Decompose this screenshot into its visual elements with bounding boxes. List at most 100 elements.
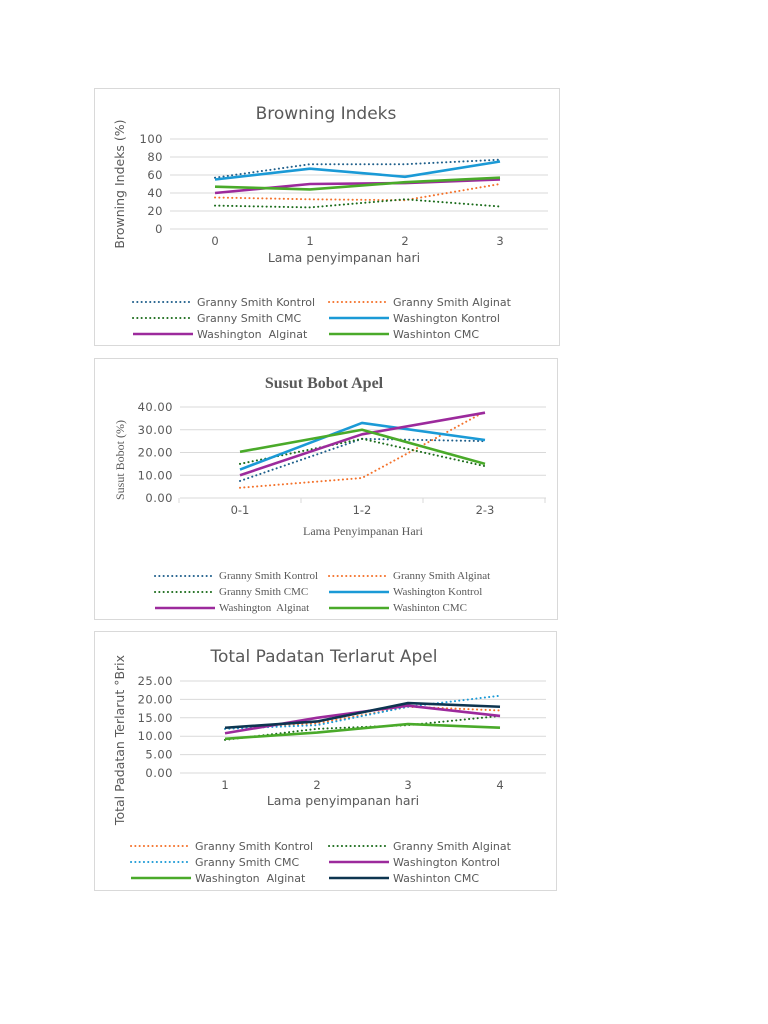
y-tick-label: 30.00 bbox=[138, 423, 173, 437]
legend-swatch bbox=[328, 845, 390, 847]
x-axis-label: Lama penyimpanan hari bbox=[267, 793, 419, 808]
x-tick-label: 0-1 bbox=[231, 503, 250, 517]
y-tick-label: 10.00 bbox=[138, 468, 173, 482]
y-tick-label: 5.00 bbox=[145, 748, 173, 762]
legend-swatch bbox=[131, 876, 191, 880]
y-axis-label: Susut Bobot (%) bbox=[113, 420, 127, 500]
y-tick-label: 10.00 bbox=[138, 729, 173, 743]
legend-item: Washington Kontrol bbox=[328, 310, 500, 326]
legend-item: Granny Smith Alginat bbox=[328, 838, 511, 854]
legend-item: Granny Smith Kontrol bbox=[130, 838, 313, 854]
legend-label: Granny Smith Kontrol bbox=[219, 570, 318, 582]
legend-label: Washington Alginat bbox=[219, 602, 310, 614]
x-tick-label: 4 bbox=[496, 778, 503, 792]
legend-swatch bbox=[132, 317, 194, 319]
legend-label: Granny Smith CMC bbox=[219, 586, 309, 598]
legend-item: Granny Smith CMC bbox=[132, 310, 301, 326]
legend-label: Washington Kontrol bbox=[393, 311, 500, 325]
x-tick-label: 1 bbox=[221, 778, 228, 792]
legend-item: Granny Smith Alginat bbox=[328, 568, 490, 584]
legend-label: Granny Smith Kontrol bbox=[195, 839, 314, 853]
series-line-5 bbox=[224, 701, 501, 730]
legend-swatch bbox=[328, 301, 390, 303]
legend-item: Washinton CMC bbox=[328, 326, 479, 342]
legend-item: Granny Smith Alginat bbox=[328, 294, 511, 310]
legend-item: Granny Smith Kontrol bbox=[132, 294, 315, 310]
legend-label: Washington Kontrol bbox=[393, 586, 483, 598]
legend-swatch bbox=[154, 591, 216, 593]
legend-swatch bbox=[329, 590, 389, 594]
series-line-3 bbox=[239, 421, 486, 471]
legend-swatch bbox=[329, 332, 389, 336]
legend-item: Granny Smith CMC bbox=[130, 854, 299, 870]
chart-title: Browning Indeks bbox=[256, 104, 397, 124]
x-tick-label: 3 bbox=[404, 778, 411, 792]
legend-swatch bbox=[329, 876, 389, 880]
legend-item: Washington Alginat bbox=[132, 326, 307, 342]
legend-item: Washinton CMC bbox=[328, 870, 479, 886]
legend-label: Granny Smith Alginat bbox=[393, 295, 511, 309]
legend-label: Washinton CMC bbox=[393, 327, 480, 341]
y-tick-label: 0.00 bbox=[145, 766, 173, 780]
series-line-5 bbox=[239, 428, 486, 466]
legend-item: Washington Alginat bbox=[130, 870, 305, 886]
series-line-3 bbox=[214, 160, 501, 181]
legend-swatch bbox=[329, 316, 389, 320]
series-line-5 bbox=[214, 176, 501, 191]
series-line-0 bbox=[214, 158, 501, 179]
y-tick-label: 0 bbox=[155, 222, 163, 236]
legend-swatch bbox=[154, 575, 216, 577]
legend-label: Washington Alginat bbox=[195, 871, 306, 885]
y-tick-label: 40 bbox=[147, 186, 163, 200]
legend-label: Granny Smith Alginat bbox=[393, 570, 491, 582]
y-tick-label: 0.00 bbox=[145, 491, 173, 505]
y-tick-label: 20.00 bbox=[138, 446, 173, 460]
legend-label: Washinton CMC bbox=[393, 602, 467, 614]
legend-item: Washington Kontrol bbox=[328, 584, 482, 600]
legend-swatch bbox=[133, 332, 193, 336]
x-tick-label: 3 bbox=[496, 234, 503, 248]
legend-label: Granny Smith Kontrol bbox=[197, 295, 316, 309]
chart-total-padatan bbox=[94, 631, 557, 891]
y-tick-label: 100 bbox=[140, 132, 163, 146]
legend-item: Washington Alginat bbox=[154, 600, 309, 616]
series-line-2 bbox=[239, 437, 486, 468]
y-tick-label: 25.00 bbox=[138, 674, 173, 688]
legend-item: Granny Smith CMC bbox=[154, 584, 308, 600]
legend-label: Washinton CMC bbox=[393, 871, 480, 885]
series-line-2 bbox=[214, 198, 501, 209]
legend-item: Granny Smith Kontrol bbox=[154, 568, 318, 584]
legend-swatch bbox=[130, 861, 192, 863]
legend-label: Granny Smith Alginat bbox=[393, 839, 511, 853]
legend-swatch bbox=[329, 606, 389, 610]
series-line-4 bbox=[224, 722, 501, 741]
x-tick-label: 1-2 bbox=[353, 503, 372, 517]
legend-item: Washinton CMC bbox=[328, 600, 467, 616]
x-axis-label: Lama Penyimpanan Hari bbox=[303, 524, 424, 538]
x-tick-label: 2 bbox=[313, 778, 320, 792]
y-tick-label: 15.00 bbox=[138, 711, 173, 725]
legend-label: Granny Smith CMC bbox=[195, 855, 300, 869]
legend-swatch bbox=[329, 860, 389, 864]
legend-swatch bbox=[155, 606, 215, 610]
legend-swatch bbox=[132, 301, 194, 303]
x-tick-label: 0 bbox=[211, 234, 218, 248]
y-axis-label: Total Padatan Terlarut °Brix bbox=[112, 655, 127, 826]
series-line-1 bbox=[214, 183, 501, 202]
series-line-0 bbox=[224, 705, 501, 730]
y-axis-label: Browning Indeks (%) bbox=[112, 119, 127, 248]
x-tick-label: 2-3 bbox=[476, 503, 495, 517]
series-line-2 bbox=[224, 694, 501, 730]
legend-label: Washington Kontrol bbox=[393, 855, 500, 869]
x-tick-label: 1 bbox=[306, 234, 313, 248]
x-tick-label: 2 bbox=[401, 234, 408, 248]
x-axis-label: Lama penyimpanan hari bbox=[268, 250, 420, 265]
legend-swatch bbox=[130, 845, 192, 847]
y-tick-label: 80 bbox=[147, 150, 163, 164]
y-tick-label: 20 bbox=[147, 204, 163, 218]
series-line-4 bbox=[239, 411, 486, 477]
chart-browning bbox=[94, 88, 560, 346]
y-tick-label: 40.00 bbox=[138, 400, 173, 414]
legend-label: Granny Smith CMC bbox=[197, 311, 302, 325]
